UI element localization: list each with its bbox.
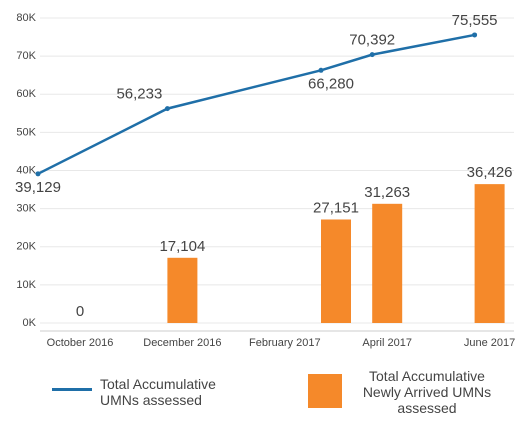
data-label: 70,392 — [349, 32, 395, 49]
x-tick-label: April 2017 — [362, 337, 412, 349]
data-label: 31,263 — [364, 184, 410, 201]
legend-item: Total Accumulative UMNs assessed — [52, 368, 282, 418]
legend-swatch — [308, 374, 342, 408]
y-tick-label: 80K — [16, 12, 36, 24]
y-tick-label: 40K — [16, 164, 36, 176]
x-tick-label: June 2017 — [464, 337, 515, 349]
line-point — [318, 67, 324, 73]
chart: 0K 10K 20K 30K 40K 50K 60K 70K 80K October 2016 De… — [15, 12, 515, 349]
y-tick-label: 70K — [16, 50, 36, 62]
legend-label: Total Accumulative UMNs assessed — [100, 376, 216, 408]
y-tick-label: 20K — [16, 241, 36, 253]
data-label: 66,280 — [308, 75, 354, 92]
data-label: 27,151 — [313, 199, 359, 216]
legend-item: Total Accumulative Newly Arrived UMNs as… — [308, 368, 518, 422]
y-tick-label: 50K — [16, 126, 36, 138]
data-label: 0 — [76, 303, 84, 320]
bar — [372, 203, 403, 323]
line-point — [164, 106, 170, 112]
bar — [474, 184, 505, 323]
x-tick-label: December 2016 — [143, 337, 221, 349]
y-tick-label: 10K — [16, 279, 36, 291]
data-label: 36,426 — [467, 164, 513, 181]
line-point — [472, 32, 478, 38]
data-label: 56,233 — [116, 86, 162, 103]
line-point — [369, 52, 375, 58]
x-tick-label: October 2016 — [47, 337, 114, 349]
data-label: 75,555 — [452, 12, 498, 29]
data-label: 17,104 — [159, 238, 205, 255]
legend-swatch — [52, 388, 92, 391]
y-tick-label: 0K — [23, 317, 37, 329]
x-tick-label: February 2017 — [249, 337, 321, 349]
line-point — [35, 171, 41, 177]
data-label: 39,129 — [15, 179, 61, 196]
bar — [321, 219, 351, 323]
bar — [167, 257, 198, 323]
legend-label: Total Accumulative Newly Arrived UMNs as… — [362, 368, 492, 416]
y-tick-label: 30K — [16, 203, 36, 215]
y-tick-label: 60K — [16, 88, 36, 100]
